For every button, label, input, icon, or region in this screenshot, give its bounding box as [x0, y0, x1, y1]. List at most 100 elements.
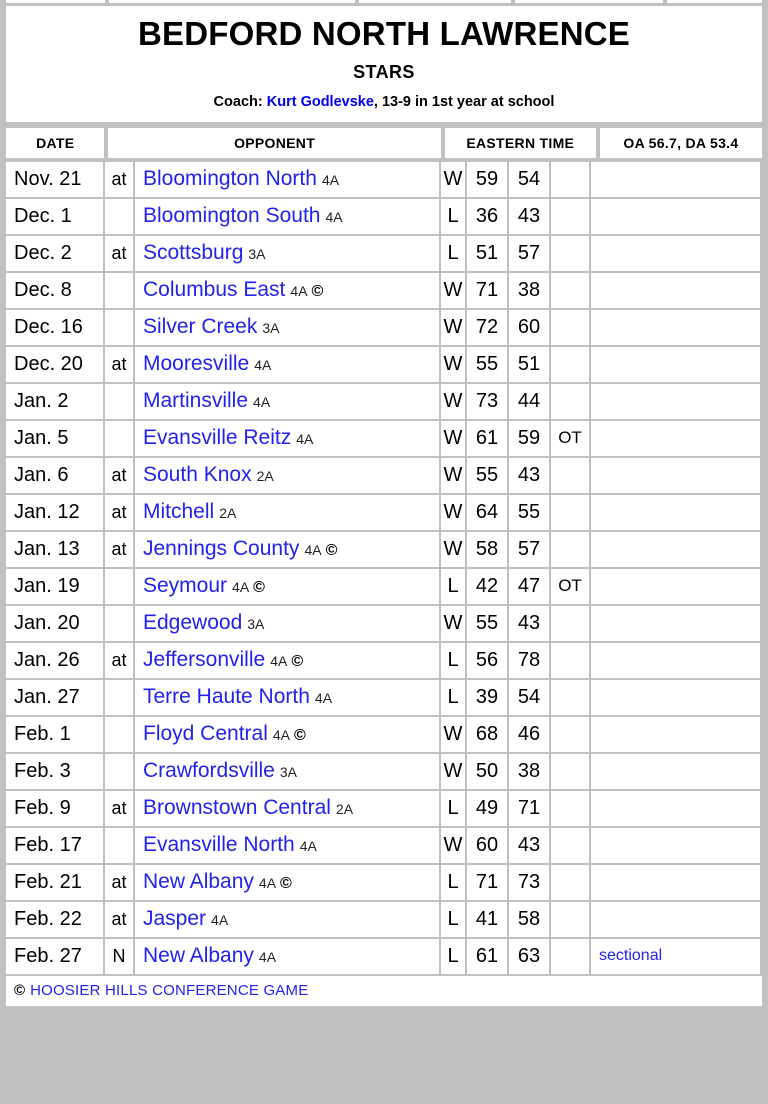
- overtime-flag: [551, 272, 591, 310]
- overtime-flag: [551, 383, 591, 421]
- game-note: [591, 790, 762, 828]
- opponent-cell: Bloomington South 4A: [135, 198, 441, 236]
- opponent-link[interactable]: Silver Creek: [143, 315, 258, 339]
- opponent-cell: Brownstown Central 2A: [135, 790, 441, 828]
- opponent-class: 4A: [321, 172, 340, 189]
- score-for: 64: [467, 494, 509, 532]
- opponent-link[interactable]: Mitchell: [143, 500, 215, 524]
- opponent-link[interactable]: Martinsville: [143, 389, 249, 413]
- game-site: at: [105, 346, 135, 384]
- game-result: W: [441, 272, 467, 310]
- opponent-cell: Crawfordsville 3A: [135, 753, 441, 791]
- opponent-link[interactable]: Jennings County: [143, 537, 300, 561]
- game-site: [105, 272, 135, 310]
- opponent-class: 4A: [258, 875, 277, 892]
- game-result: L: [441, 235, 467, 273]
- game-site: at: [105, 901, 135, 939]
- opponent-cell: Jennings County 4A ©: [135, 531, 441, 569]
- opponent-link[interactable]: Evansville North: [143, 833, 295, 857]
- game-site: at: [105, 864, 135, 902]
- overtime-flag: [551, 235, 591, 273]
- table-row: Dec. 2 at Scottsburg 3A L 51 57: [6, 235, 762, 273]
- opponent-class: 3A: [262, 320, 280, 337]
- opponent-class: 4A: [314, 690, 333, 707]
- opponent-link[interactable]: Seymour: [143, 574, 228, 598]
- opponent-class: 4A: [272, 727, 291, 744]
- overtime-flag: OT: [551, 568, 591, 606]
- opponent-cell: Seymour 4A ©: [135, 568, 441, 606]
- score-against: 73: [509, 864, 551, 902]
- score-for: 61: [467, 938, 509, 976]
- opponent-link[interactable]: Mooresville: [143, 352, 250, 376]
- game-date: Feb. 27: [6, 938, 105, 976]
- score-against: 57: [509, 531, 551, 569]
- game-date: Feb. 17: [6, 827, 105, 865]
- score-against: 44: [509, 383, 551, 421]
- game-date: Jan. 6: [6, 457, 105, 495]
- opponent-link[interactable]: Bloomington South: [143, 204, 321, 228]
- opponent-link[interactable]: Evansville Reitz: [143, 426, 292, 450]
- opponent-link[interactable]: Bloomington North: [143, 167, 317, 191]
- game-note: [591, 531, 762, 569]
- score-for: 71: [467, 272, 509, 310]
- sliver-segment: [515, 0, 663, 3]
- table-row: Jan. 27 Terre Haute North 4A L 39 54: [6, 679, 762, 717]
- opponent-link[interactable]: Jeffersonville: [143, 648, 266, 672]
- game-site: [105, 198, 135, 236]
- schedule-page: BEDFORD NORTH LAWRENCE STARS Coach: Kurt…: [0, 6, 768, 1012]
- coach-name-link[interactable]: Kurt Godlevske: [266, 93, 374, 110]
- table-row: Nov. 21 at Bloomington North 4A W 59 54: [6, 161, 762, 199]
- game-site: at: [105, 457, 135, 495]
- sliver-segment: [359, 0, 511, 3]
- score-against: 60: [509, 309, 551, 347]
- game-date: Nov. 21: [6, 161, 105, 199]
- table-row: Feb. 1 Floyd Central 4A © W 68 46: [6, 716, 762, 754]
- game-date: Feb. 1: [6, 716, 105, 754]
- score-for: 73: [467, 383, 509, 421]
- score-for: 51: [467, 235, 509, 273]
- opponent-link[interactable]: South Knox: [143, 463, 252, 487]
- opponent-link[interactable]: New Albany: [143, 870, 254, 894]
- opponent-link[interactable]: New Albany: [143, 944, 254, 968]
- sliver-segment: [6, 0, 105, 3]
- game-date: Dec. 2: [6, 235, 105, 273]
- overtime-flag: [551, 531, 591, 569]
- opponent-class: 4A: [296, 431, 314, 448]
- opponent-cell: Columbus East 4A ©: [135, 272, 441, 310]
- column-header-time: EASTERN TIME: [444, 127, 596, 158]
- overtime-flag: [551, 642, 591, 680]
- opponent-link[interactable]: Terre Haute North: [143, 685, 310, 709]
- score-against: 38: [509, 753, 551, 791]
- game-date: Dec. 20: [6, 346, 105, 384]
- opponent-link[interactable]: Edgewood: [143, 611, 243, 635]
- table-row: Jan. 13 at Jennings County 4A © W 58 57: [6, 531, 762, 569]
- opponent-link[interactable]: Scottsburg: [143, 241, 244, 265]
- table-row: Dec. 1 Bloomington South 4A L 36 43: [6, 198, 762, 236]
- game-result: W: [441, 420, 467, 458]
- sliver-segment: [667, 0, 762, 3]
- game-site: at: [105, 235, 135, 273]
- game-site: [105, 827, 135, 865]
- opponent-class: 4A: [270, 653, 288, 670]
- score-against: 47: [509, 568, 551, 606]
- opponent-link[interactable]: Columbus East: [143, 278, 286, 302]
- table-row: Feb. 22 at Jasper 4A L 41 58: [6, 901, 762, 939]
- opponent-cell: Terre Haute North 4A: [135, 679, 441, 717]
- opponent-class: 4A: [299, 838, 317, 855]
- opponent-link[interactable]: Brownstown Central: [143, 796, 331, 820]
- overtime-flag: OT: [551, 420, 591, 458]
- table-row: Feb. 21 at New Albany 4A © L 71 73: [6, 864, 762, 902]
- opponent-link[interactable]: Jasper: [143, 907, 207, 931]
- conference-game-icon: ©: [311, 283, 324, 301]
- table-row: Feb. 27 N New Albany 4A L 61 63 sectional: [6, 938, 762, 976]
- opponent-link[interactable]: Floyd Central: [143, 722, 268, 746]
- game-site: at: [105, 161, 135, 199]
- opponent-class: 4A: [258, 949, 277, 966]
- conference-legend-text: HOOSIER HILLS CONFERENCE GAME: [30, 981, 309, 999]
- opponent-link[interactable]: Crawfordsville: [143, 759, 275, 783]
- opponent-cell: Bloomington North 4A: [135, 161, 441, 199]
- overtime-flag: [551, 309, 591, 347]
- opponent-cell: Mitchell 2A: [135, 494, 441, 532]
- game-site: at: [105, 790, 135, 828]
